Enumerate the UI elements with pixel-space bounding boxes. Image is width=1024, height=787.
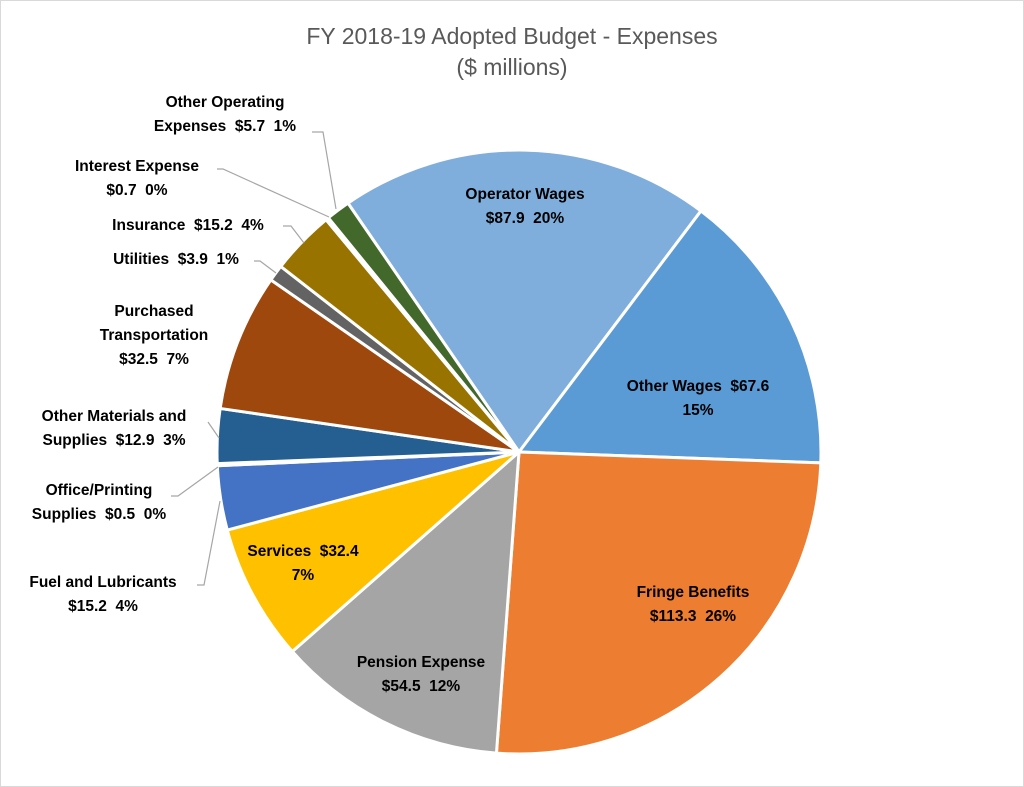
data-label-services: Services $32.4 7% <box>247 543 359 584</box>
data-label-operator-wages: Operator Wages $87.9 20% <box>465 186 585 227</box>
leader-line-insurance <box>283 225 305 244</box>
leader-line-other-materials-and-supplies <box>207 421 220 439</box>
slice-other-operating-expenses <box>326 201 521 454</box>
data-label-other-wages: Other Wages $67.6 15% <box>626 378 770 419</box>
slice-pension-expense <box>290 450 521 755</box>
slice-operator-wages <box>346 148 703 454</box>
data-label-insurance: Insurance $15.2 4% <box>112 217 264 234</box>
data-label-purchased-transportation: Purchased Transportation $32.5 7% <box>99 303 209 368</box>
chart-title: FY 2018-19 Adopted Budget - Expenses <box>306 23 718 49</box>
slice-fringe-benefits <box>494 450 823 756</box>
slice-other-wages <box>517 209 823 465</box>
data-label-office-printing-supplies: Office/Printing Supplies $0.5 0% <box>31 482 167 523</box>
leader-line-office-printing-supplies <box>171 466 219 497</box>
slice-purchased-transportation <box>218 278 521 454</box>
slice-services <box>225 450 521 654</box>
leader-line-utilities <box>254 260 277 274</box>
data-label-fringe-benefits: Fringe Benefits $113.3 26% <box>636 584 750 625</box>
chart-title-block: FY 2018-19 Adopted Budget - Expenses ($ … <box>1 21 1023 83</box>
data-label-fuel-and-lubricants: Fuel and Lubricants $15.2 4% <box>29 574 177 615</box>
data-label-pension-expense: Pension Expense $54.5 12% <box>356 654 486 695</box>
chart-subtitle: ($ millions) <box>456 54 568 80</box>
leader-line-interest-expense <box>217 168 330 218</box>
leader-line-other-operating-expenses <box>312 131 337 210</box>
data-label-other-materials-and-supplies: Other Materials and Supplies $12.9 3% <box>41 408 187 449</box>
leader-line-fuel-and-lubricants <box>197 500 221 586</box>
data-label-other-operating-expenses: Other Operating Expenses $5.7 1% <box>153 94 297 135</box>
data-label-utilities: Utilities $3.9 1% <box>113 251 239 268</box>
data-label-interest-expense: Interest Expense $0.7 0% <box>74 158 200 199</box>
